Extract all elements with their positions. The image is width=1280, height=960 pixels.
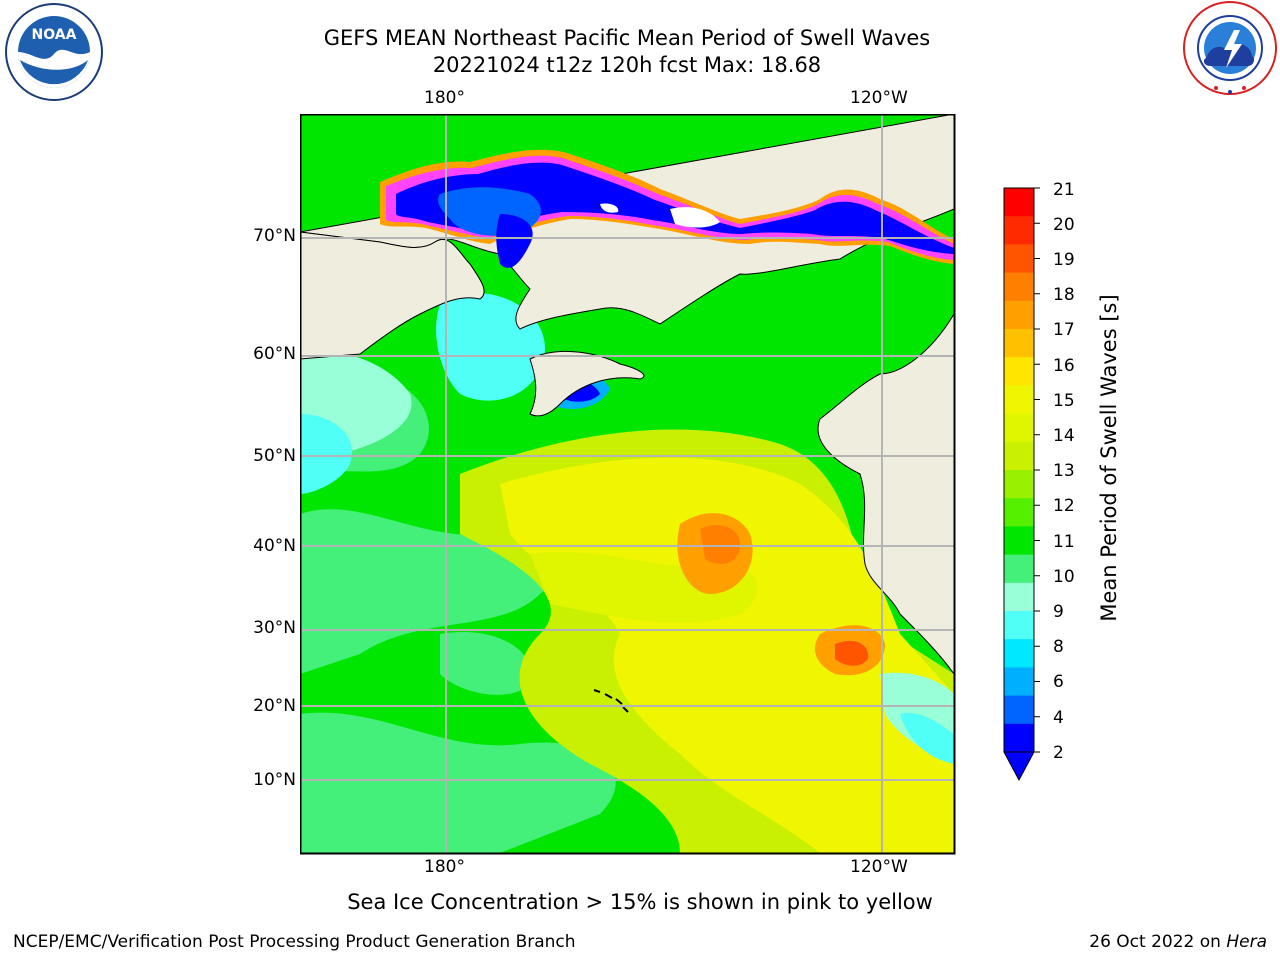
cb-tick-21: 21 — [1053, 180, 1075, 200]
nws-logo — [1183, 1, 1277, 95]
lat-label-70n: 70°N — [253, 226, 296, 246]
cb-tick-16: 16 — [1053, 356, 1075, 376]
lat-label-60n: 60°N — [253, 344, 296, 364]
colorbar-swatch — [1004, 498, 1034, 527]
colorbar-swatch — [1004, 272, 1034, 302]
cb-tick-14: 14 — [1053, 426, 1075, 446]
cb-tick-11: 11 — [1053, 532, 1075, 552]
colorbar-swatch — [1004, 188, 1034, 217]
cb-tick-20: 20 — [1053, 215, 1075, 235]
map-panel — [300, 114, 956, 855]
lon-label-top-120w: 120°W — [850, 88, 908, 108]
cb-tick-17: 17 — [1053, 320, 1075, 340]
date-credit: 26 Oct 2022 on Hera — [1089, 932, 1267, 952]
colorbar-swatch — [1004, 611, 1034, 640]
colorbar-swatch — [1004, 385, 1034, 415]
colorbar-swatch — [1004, 441, 1034, 471]
cb-tick-2: 2 — [1053, 743, 1064, 763]
cb-tick-13: 13 — [1053, 461, 1075, 481]
sea-ice-caption: Sea Ice Concentration > 15% is shown in … — [347, 890, 933, 914]
colorbar-swatch — [1004, 723, 1034, 753]
lon-label-bottom-180: 180° — [424, 857, 465, 877]
page-subtitle: 20221024 t12z 120h fcst Max: 18.68 — [432, 53, 822, 77]
colorbar-extend-arrow — [1003, 751, 1035, 782]
host-text: Hera — [1226, 932, 1267, 952]
colorbar-swatch — [1004, 526, 1034, 556]
asia-land — [300, 231, 485, 360]
colorbar-swatch — [1004, 357, 1034, 386]
colorbar-swatch — [1004, 639, 1034, 668]
lon-label-top-180: 180° — [424, 88, 465, 108]
colorbar-swatch — [1004, 300, 1034, 330]
lat-label-10n: 10°N — [253, 770, 296, 790]
cb-tick-18: 18 — [1053, 285, 1075, 305]
cb-tick-12: 12 — [1053, 496, 1075, 516]
graticule — [300, 114, 954, 853]
cb-tick-4: 4 — [1053, 708, 1064, 728]
colorbar-swatch — [1004, 554, 1034, 584]
colorbar-swatch — [1004, 667, 1034, 697]
lat-label-20n: 20°N — [253, 696, 296, 716]
credit-text: NCEP/EMC/Verification Post Processing Pr… — [13, 932, 576, 952]
north-america-land — [300, 114, 954, 675]
cb-tick-8: 8 — [1053, 637, 1064, 657]
noaa-logo-text: NOAA — [32, 27, 77, 43]
map-frame — [300, 114, 956, 855]
cb-tick-10: 10 — [1053, 567, 1075, 587]
colorbar-swatch — [1004, 695, 1034, 725]
colorbar-swatch — [1004, 216, 1034, 245]
cb-tick-19: 19 — [1053, 250, 1075, 270]
cb-tick-6: 6 — [1053, 672, 1064, 692]
lat-label-50n: 50°N — [253, 446, 296, 466]
cb-tick-9: 9 — [1053, 602, 1064, 622]
noaa-logo: NOAA — [5, 3, 103, 101]
lat-label-30n: 30°N — [253, 618, 296, 638]
lat-label-40n: 40°N — [253, 536, 296, 556]
lon-label-bottom-120w: 120°W — [850, 857, 908, 877]
colorbar-swatch — [1004, 582, 1034, 612]
colorbar-swatch — [1004, 413, 1034, 443]
colorbar-swatch — [1004, 329, 1034, 358]
colorbar-swatch — [1004, 470, 1034, 499]
colorbar-swatch — [1004, 244, 1034, 274]
colorbar — [1003, 187, 1040, 782]
date-text: 26 Oct 2022 on — [1089, 932, 1227, 952]
cb-tick-15: 15 — [1053, 391, 1075, 411]
page-title: GEFS MEAN Northeast Pacific Mean Period … — [323, 26, 931, 50]
